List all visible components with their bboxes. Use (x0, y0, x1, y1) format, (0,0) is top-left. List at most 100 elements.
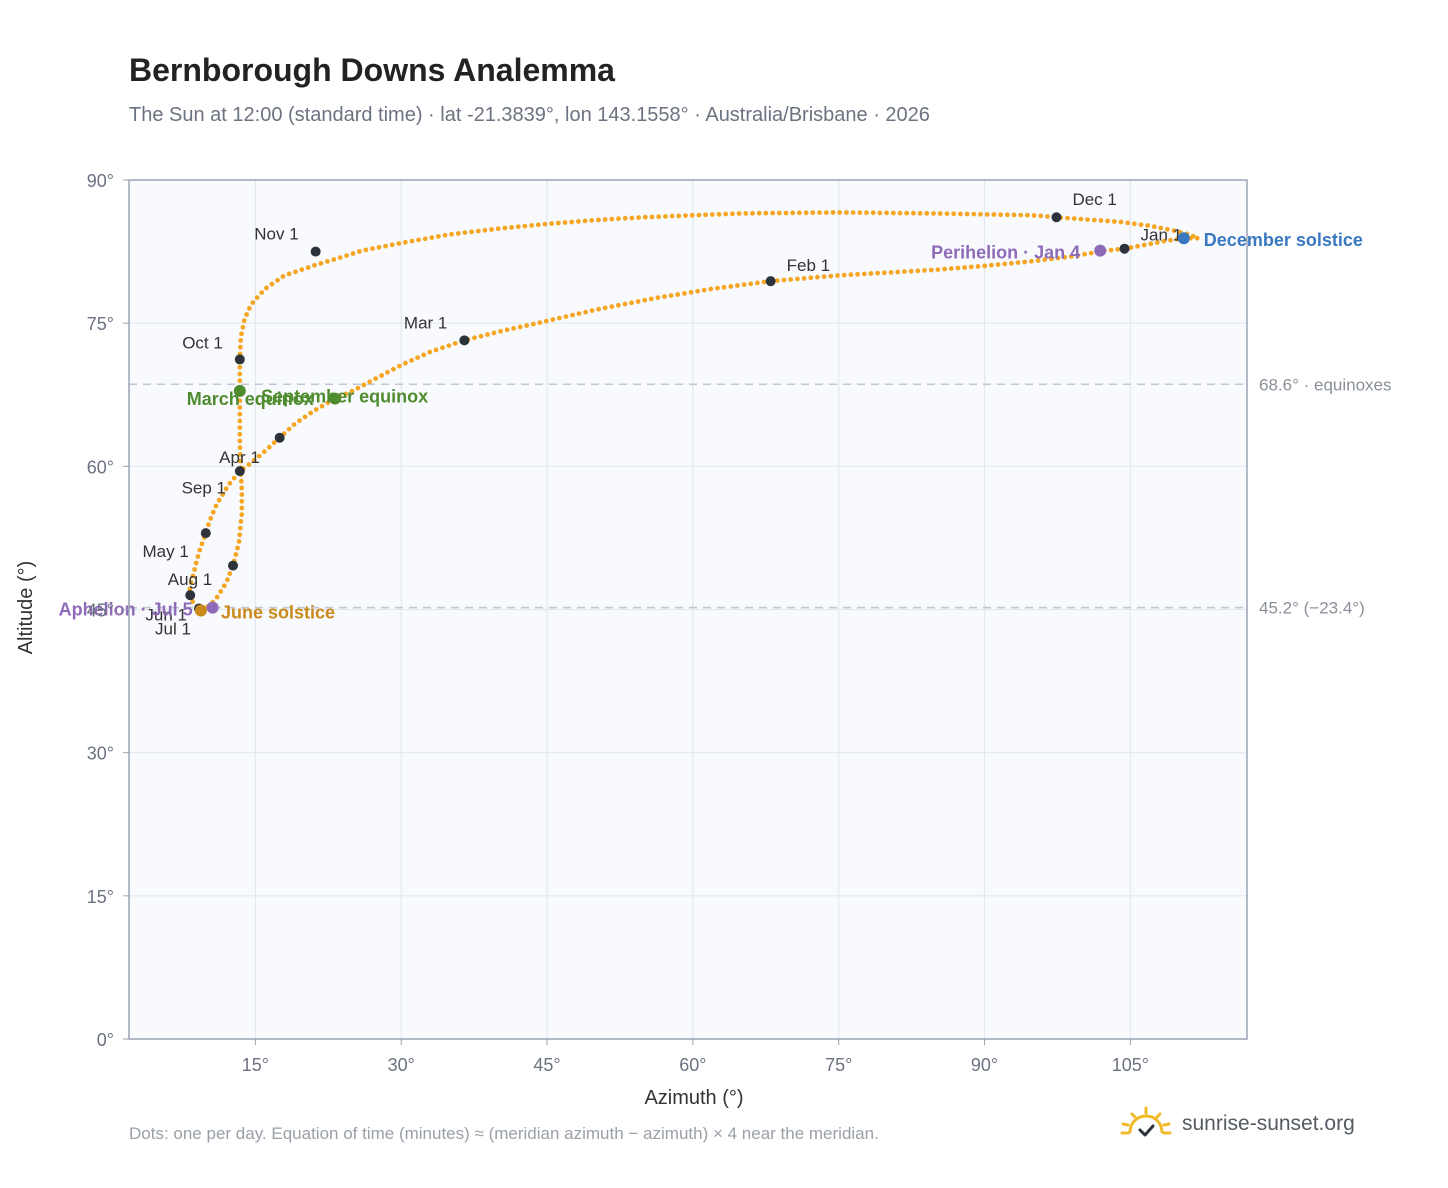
y-tick-label: 15° (87, 887, 114, 907)
daily-dot (835, 273, 840, 278)
daily-dot (312, 262, 317, 268)
daily-dot (576, 311, 582, 316)
daily-dot (415, 355, 420, 360)
daily-dot (629, 300, 634, 306)
daily-dot (237, 438, 243, 444)
daily-dot (188, 580, 194, 585)
brand-logo[interactable]: sunrise-sunset.org (1120, 1104, 1355, 1144)
daily-dot (397, 363, 402, 369)
month-marker (234, 354, 245, 365)
daily-dot (971, 211, 977, 217)
daily-dot (442, 232, 448, 238)
daily-dot (837, 210, 843, 215)
daily-dot (302, 414, 308, 420)
daily-dot (1111, 219, 1117, 224)
daily-dot (237, 525, 243, 531)
daily-dot (319, 403, 325, 409)
x-tick-label: 15° (242, 1055, 269, 1075)
month-label: Aug 1 (168, 570, 212, 589)
daily-dot (524, 323, 530, 328)
daily-dot (383, 243, 388, 249)
daily-dot (982, 263, 988, 269)
daily-dot (325, 400, 331, 406)
y-tick-label: 0° (97, 1030, 114, 1050)
daily-dot (192, 567, 198, 572)
daily-dot (421, 352, 427, 358)
daily-dot (1004, 212, 1010, 218)
event-label: June solstice (221, 602, 335, 622)
daily-dot (291, 422, 297, 427)
daily-dot (922, 268, 927, 273)
daily-dot (1098, 218, 1104, 223)
daily-dot (1015, 260, 1021, 265)
daily-dot (286, 271, 292, 277)
daily-dot (236, 539, 242, 544)
daily-dot (256, 453, 262, 459)
daily-dot (609, 216, 615, 222)
daily-dot (1038, 213, 1044, 219)
y-tick-label: 75° (87, 314, 114, 334)
daily-dot (452, 341, 458, 346)
daily-dot (271, 440, 277, 446)
daily-dot (1018, 212, 1024, 218)
y-tick-label: 30° (87, 744, 114, 764)
y-tick-label: 45° (87, 601, 114, 621)
daily-dot (715, 285, 720, 291)
daily-dot (318, 261, 324, 266)
axis-ticks: 15° 30° 45° 60° 75° 90° 105° 0° 15° 30° 45° 60° 75° 9… (87, 171, 1149, 1075)
daily-dot (955, 265, 961, 271)
daily-dot (1045, 214, 1050, 219)
daily-dot (190, 599, 196, 604)
daily-dot (433, 347, 439, 353)
analemma-path (187, 210, 1200, 613)
daily-dot (735, 283, 740, 288)
daily-dot (689, 212, 695, 218)
daily-dot (389, 242, 395, 248)
daily-dot (1071, 216, 1077, 222)
daily-dot (868, 271, 874, 276)
daily-dot (583, 309, 588, 315)
daily-dot (756, 210, 762, 216)
daily-dot (478, 333, 484, 339)
daily-dot (235, 545, 240, 551)
daily-dot (239, 505, 245, 511)
daily-dot (370, 246, 375, 252)
daily-dot (848, 272, 854, 278)
daily-dot (569, 219, 575, 225)
y-tick-label: 60° (87, 457, 114, 477)
daily-dot (1002, 261, 1008, 267)
daily-dot (570, 312, 575, 318)
daily-dot (1009, 260, 1014, 266)
daily-dot (187, 586, 193, 592)
daily-dot (440, 345, 445, 351)
month-label: May 1 (143, 542, 189, 561)
daily-dot (815, 274, 820, 280)
daily-dot (231, 475, 237, 481)
daily-dot (416, 237, 421, 243)
month-marker (310, 246, 321, 257)
event-marker (194, 604, 207, 617)
daily-dot (803, 210, 809, 216)
daily-dot (225, 577, 230, 583)
daily-dot (781, 277, 787, 283)
daily-dot (817, 210, 822, 216)
daily-dot (237, 364, 243, 370)
daily-dot (602, 217, 608, 222)
daily-dot (895, 269, 901, 275)
daily-dot (220, 492, 226, 497)
daily-dot (280, 274, 286, 279)
footnote: Dots: one per day. Equation of time (min… (129, 1124, 879, 1143)
month-label: Dec 1 (1072, 190, 1116, 209)
daily-dot (774, 278, 780, 283)
daily-dot (721, 284, 727, 290)
daily-dot (293, 269, 298, 275)
daily-dot (199, 541, 205, 547)
daily-dot (522, 223, 528, 229)
daily-dot (297, 418, 302, 424)
daily-dot (237, 398, 243, 404)
daily-dot (237, 431, 243, 437)
daily-dot (1125, 220, 1131, 226)
daily-dot (511, 326, 516, 331)
daily-dot (688, 289, 694, 295)
daily-dot (498, 328, 503, 334)
